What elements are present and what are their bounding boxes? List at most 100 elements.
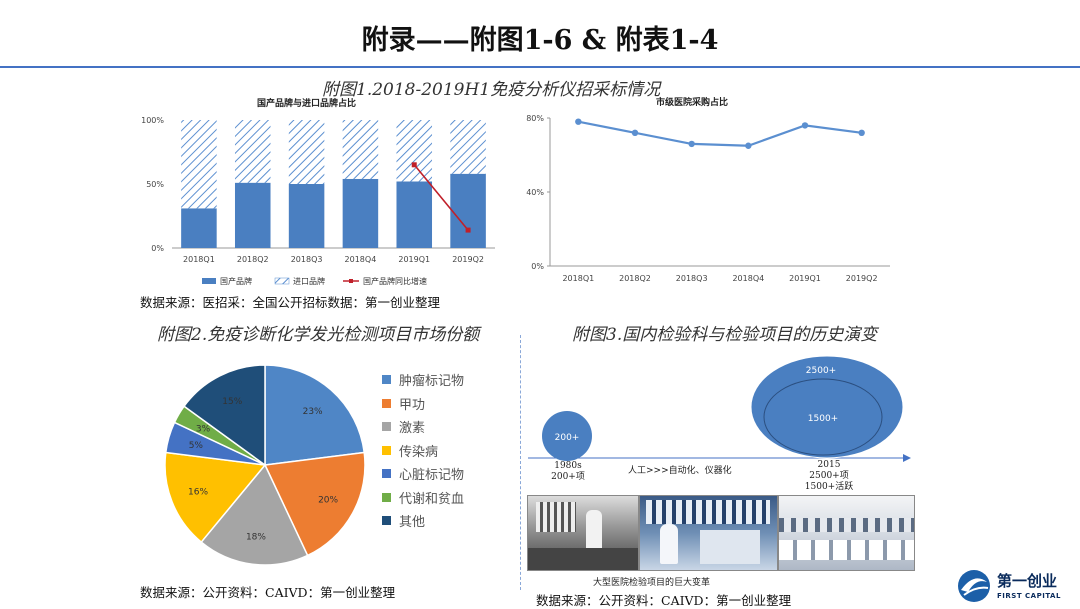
label-1980s: 1980s 200+项 [543,461,593,483]
pie-legend-label: 其他 [399,515,426,531]
pie-legend-label: 代谢和贫血 [399,491,465,507]
bar-import [396,120,433,182]
legend-swatch-domestic [202,278,216,284]
company-logo-sub: FIRST CAPITAL [997,592,1061,600]
bar-x-tick: 2018Q3 [291,255,323,264]
pie-value-label: 20% [318,496,338,506]
figure1-source: 数据来源：医招采：全国公开招标数据：第一创业整理 [140,295,441,310]
pie-legend-item: 激素 [382,415,464,439]
pie-legend-swatch [382,445,391,455]
growth-point [465,227,471,233]
pie-legend-swatch [382,516,391,526]
line-point [801,122,809,129]
line-point [631,129,639,136]
figure3-source: 数据来源：公开资料：CAIVD：第一创业整理 [536,593,792,608]
photo-workstations [779,540,914,560]
bar-y-tick: 0% [151,244,164,253]
legend-marker-growth [349,279,353,283]
pie-legend-label: 心脏标记物 [399,468,465,484]
legend-label-domestic: 国产品牌 [220,276,252,286]
figure2-caption: 附图2.免疫诊断化学发光检测项目市场份额 [157,325,480,345]
label-transition: 人工>>>自动化、仪器化 [628,466,732,476]
bar-chart-title: 国产品牌与进口品牌占比 [257,99,357,109]
line-point [688,140,695,148]
bar-import [288,120,325,184]
photo-caption: 大型医院检验项目的巨大变革 [593,578,711,588]
pie-value-label: 18% [246,532,266,542]
photo-reagent-shelf [646,500,770,524]
pie-slice [200,463,309,566]
bar-import [234,120,271,183]
photo-bench [528,548,638,570]
bar-domestic [342,178,379,248]
line-chart-title: 市级医院采购占比 [656,98,729,108]
label-2015-count: 2500+项 [809,471,849,481]
bubble-2015-inner-label: 1500+ [808,414,838,424]
page-title: 附录——附图1-6 & 附表1-4 [361,25,719,56]
bar-import [342,120,379,179]
pie-value-label: 5% [189,441,204,451]
pie-legend-label: 肿瘤标记物 [399,374,465,390]
bubble-2015-outer-label: 2500+ [806,366,836,376]
pie-slice [164,451,267,544]
line-y-tick: 40% [526,188,544,197]
pie-legend-swatch [382,422,391,432]
timeline-arrowhead [903,454,911,462]
label-2015-year: 2015 [817,460,841,470]
photo-shelf [536,502,576,532]
pie-legend-label: 传染病 [399,444,439,460]
line-x-tick: 2018Q4 [732,274,764,283]
figure1-caption: 附图1.2018-2019H1免疫分析仪招采标情况 [322,80,661,100]
pie-legend-label: 甲功 [399,397,426,413]
pie-legend-item: 肿瘤标记物 [382,368,464,392]
company-logo-name: 第一创业 [997,572,1058,590]
bar-domestic [450,173,486,248]
photo-manual-lab [527,495,639,571]
legend-label-import: 进口品牌 [293,276,325,286]
bar-x-tick: 2018Q2 [237,255,269,264]
photo-technician [660,524,678,564]
pie-value-label: 23% [303,407,323,417]
pie-slice [183,364,266,467]
line-y-tick: 80% [526,114,544,123]
bar-import [450,120,486,174]
bar-y-tick: 50% [146,180,164,189]
bar-domestic [288,184,325,248]
line-x-tick: 2018Q1 [562,274,594,283]
bubble-2015-inner [763,378,883,456]
photo-figure [586,510,602,554]
vertical-divider [520,335,521,590]
pie-value-label: 16% [188,488,208,498]
label-2015-active: 1500+活跃 [804,482,854,492]
line-point [575,118,582,125]
line-point [745,142,752,149]
pie-legend: 肿瘤标记物甲功激素传染病心脏标记物代谢和贫血其他 [382,368,464,533]
title-divider [0,66,1080,68]
line-x-tick: 2019Q2 [846,274,878,283]
pie-value-label: 15% [222,397,242,407]
bar-chart: 0% 50% 100% 2018Q1 2018Q2 2018Q3 2018Q4 2019Q1 2… [141,116,495,286]
bar-x-tick: 2018Q1 [183,255,215,264]
bubble-1980s-label: 200+ [555,433,580,443]
photo-automation-line [779,518,914,532]
bar-x-tick: 2019Q1 [398,255,430,264]
bar-y-tick: 100% [141,116,164,125]
line-x-tick: 2018Q3 [676,274,708,283]
line-x-tick: 2018Q2 [619,274,651,283]
figure2-source: 数据来源：公开资料：CAIVD：第一创业整理 [140,585,396,600]
line-series [578,120,862,147]
line-point [858,129,865,136]
pie-slice [264,364,366,466]
pie-legend-swatch [382,492,391,502]
pie-legend-label: 激素 [399,421,426,437]
pie-legend-item: 传染病 [382,439,464,463]
pie-legend-item: 其他 [382,509,464,533]
line-chart: 0% 40% 80% 2018Q1 2018Q2 2018Q3 2018Q4 2019Q1 20… [526,114,890,283]
pie-slice [263,451,366,557]
pie-chart: 23% 20% 18% 16% 5% 3% 15% [164,364,366,566]
pie-legend-swatch [382,469,391,479]
photo-analyzer [700,530,760,564]
bar-x-tick: 2019Q2 [452,255,484,264]
bar-import [181,120,217,209]
legend-label-growth: 国产品牌同比增速 [363,276,427,286]
